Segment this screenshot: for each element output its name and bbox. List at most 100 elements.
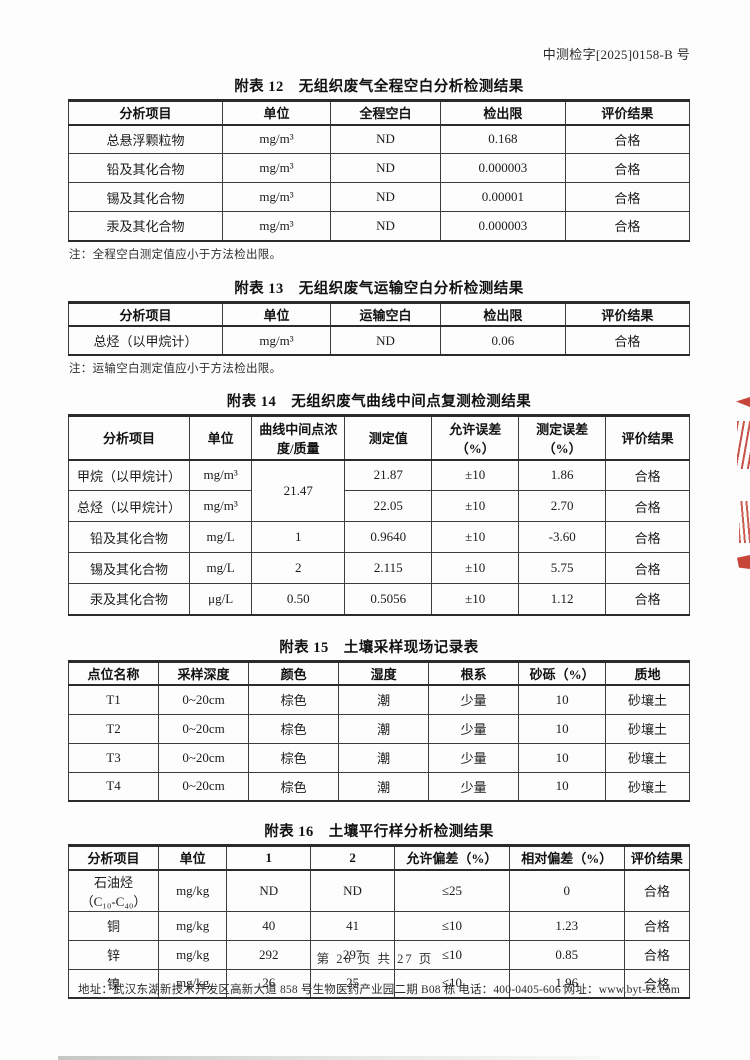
table-cell: 合格 <box>564 153 691 183</box>
table-cell: T3 <box>67 742 160 773</box>
table-cell: 0.06 <box>439 325 566 356</box>
header-cell: 2 <box>310 845 395 871</box>
table-12: 分析项目 单位 全程空白 检出限 评价结果 总悬浮颗粒物 mg/m³ ND 0.168 合格 铅及其… <box>68 99 691 242</box>
table-cell: ND <box>226 869 312 912</box>
table-row: T2 0~20cm 棕色潮少量 10 砂壤土 <box>67 713 690 744</box>
table-cell: 0 <box>508 869 625 912</box>
table-cell: mg/m³ <box>189 459 253 491</box>
stamp-character-fragment-upper <box>737 421 750 469</box>
document-ref-number: 中测检字[2025]0158-B 号 <box>542 47 690 62</box>
header-cell: 颜色 <box>248 660 340 686</box>
table-cell: 汞及其化合物 <box>68 211 223 241</box>
table-cell: mg/m³ <box>221 182 332 212</box>
table-section-15: 附表 15 土壤采样现场记录表 点位名称 采样深度 颜色 湿度 根系 砂砾（%） 质地 T1 0… <box>67 636 690 802</box>
header-cell: 砂砾（%） <box>518 660 607 686</box>
table-cell: 铅及其化合物 <box>68 153 223 183</box>
table-row: 铜 mg/kg 40 41 ≤10 1.23 合格 <box>67 910 691 941</box>
header-cell: 允许偏差（%） <box>393 845 510 871</box>
table-section-13: 附表 13 无组织废气运输空白分析检测结果 分析项目 单位 运输空白 检出限 评价结果总… <box>68 277 691 377</box>
table-row: 总悬浮颗粒物 mg/m³ ND 0.168 合格 <box>68 124 691 154</box>
table-cell: 石油烃 （C₁₀-C₄₀） <box>67 869 160 912</box>
table-cell: 合格 <box>564 182 691 212</box>
header-cell: 全程空白 <box>330 100 441 126</box>
table-cell: 铜 <box>67 910 160 941</box>
table-12-note: 注：全程空白测定值应小于方法检出限。 <box>69 248 282 261</box>
page-number: 第 20 页 共 27 页 <box>316 952 434 966</box>
table-13-title: 附表 13 无组织废气运输空白分析检测结果 <box>234 280 524 297</box>
table-12-title: 附表 12 无组织废气全程空白分析检测结果 <box>234 79 524 95</box>
header-cell: 分析项目 <box>67 415 191 461</box>
table-cell: 1.23 <box>508 910 625 941</box>
header-cell: 运输空白 <box>330 301 441 327</box>
table-cell: 40 <box>226 910 312 941</box>
table-cell: 合格 <box>605 490 690 522</box>
table-cell: mg/kg <box>158 869 228 912</box>
scan-edge-artifact <box>58 1056 600 1060</box>
header-row: 分析项目 单位 运输空白 检出限 评价结果 <box>68 301 691 327</box>
table-cell: 合格 <box>564 124 691 154</box>
table-cell: 10 <box>518 771 607 802</box>
header-cell: 分析项目 <box>68 301 223 327</box>
table-cell: ≤25 <box>393 869 510 912</box>
table-section-14: 附表 14 无组织废气曲线中间点复测检测结果 分析项目 单位 曲线中间点浓度/质量测… <box>67 390 690 616</box>
table-cell: 2 <box>251 552 346 584</box>
table-cell: 1.12 <box>518 583 607 615</box>
header-cell: 允许误差（%） <box>431 415 520 461</box>
table-cell: 0~20cm <box>158 713 250 744</box>
table-cell: 棕色 <box>248 684 340 715</box>
table-cell: 0.00001 <box>439 182 566 212</box>
table-cell: ±10 <box>431 490 520 522</box>
table-row: 锡及其化合物 mg/m³ ND 0.00001 合格 <box>68 182 691 212</box>
table-cell: 22.05 <box>344 490 433 522</box>
table-cell: 5.75 <box>518 552 607 584</box>
header-cell: 湿度 <box>338 660 430 686</box>
table-cell: 少量 <box>428 684 520 715</box>
table-cell: 合格 <box>605 583 690 615</box>
table-13: 分析项目 单位 运输空白 检出限 评价结果 总烃（以甲烷计） mg/m³ ND 0.06 合格 <box>68 300 691 356</box>
table-cell: 合格 <box>605 521 690 553</box>
table-cell: ≤10 <box>393 910 510 941</box>
table-cell: 0.000003 <box>439 153 566 183</box>
table-cell: 棕色 <box>248 742 340 773</box>
table-row: 镍 mg/kg 26 25 ≤10 1.96 合格 <box>67 968 691 999</box>
header-cell: 曲线中间点浓度/质量 <box>251 415 346 461</box>
table-15-title: 附表 15 土壤采样现场记录表 <box>279 639 479 656</box>
table-cell: 合格 <box>623 910 691 941</box>
table-cell: mg/m³ <box>221 124 332 154</box>
table-cell: 总烃（以甲烷计） <box>68 325 223 356</box>
table-cell: 10 <box>518 742 607 773</box>
table-cell: 镍 <box>67 968 160 999</box>
table-row: 锌 mg/kg 292 297 ≤10 0.85 合格 <box>67 939 691 970</box>
table-13-note: 注：运输空白测定值应小于方法检出限。 <box>69 363 282 375</box>
header-row: 分析项目 单位 全程空白 检出限 评价结果 <box>68 100 691 126</box>
table-cell: 砂壤土 <box>605 742 690 773</box>
header-cell: 检出限 <box>439 301 566 327</box>
table-15: 点位名称 采样深度 颜色 湿度 根系 砂砾（%） 质地 T1 0~20cm 棕色潮少量 10 砂壤土 T… <box>67 659 690 802</box>
table-cell: T1 <box>67 684 160 715</box>
table-cell: 41 <box>310 910 395 941</box>
table-cell: 1 <box>251 521 346 553</box>
table-section-12: 附表 12 无组织废气全程空白分析检测结果 分析项目 单位 全程空白 检出限 评价结果总… <box>68 75 691 262</box>
header-cell: 单位 <box>221 301 332 327</box>
table-cell: 总烃（以甲烷计） <box>67 490 191 522</box>
table-cell: 0~20cm <box>158 742 250 773</box>
table-cell: 0.9640 <box>344 521 433 553</box>
table-cell: μg/L <box>189 583 253 615</box>
table-cell: ±10 <box>431 552 520 584</box>
table-cell: 总悬浮颗粒物 <box>68 124 223 154</box>
table-cell: 砂壤土 <box>605 684 690 715</box>
header-cell: 测定误差（%） <box>518 415 607 461</box>
header-cell: 点位名称 <box>67 660 160 686</box>
table-cell: 棕色 <box>248 771 340 802</box>
table-cell: 10 <box>518 684 607 715</box>
header-cell: 评价结果 <box>564 301 691 327</box>
table-16-title: 附表 16 土壤平行样分析检测结果 <box>264 824 494 840</box>
table-cell: 0.5056 <box>344 583 433 615</box>
table-row: 锡及其化合物 mg/L 2 2.115 ±10 5.75 合格 <box>67 552 690 584</box>
table-row: 汞及其化合物 mg/m³ ND 0.000003 合格 <box>68 211 691 241</box>
header-cell: 分析项目 <box>67 845 160 871</box>
table-cell: 21.87 <box>344 459 433 491</box>
table-cell: T4 <box>67 771 160 802</box>
table-cell: 2.115 <box>344 552 433 584</box>
table-cell: 铅及其化合物 <box>67 521 191 553</box>
